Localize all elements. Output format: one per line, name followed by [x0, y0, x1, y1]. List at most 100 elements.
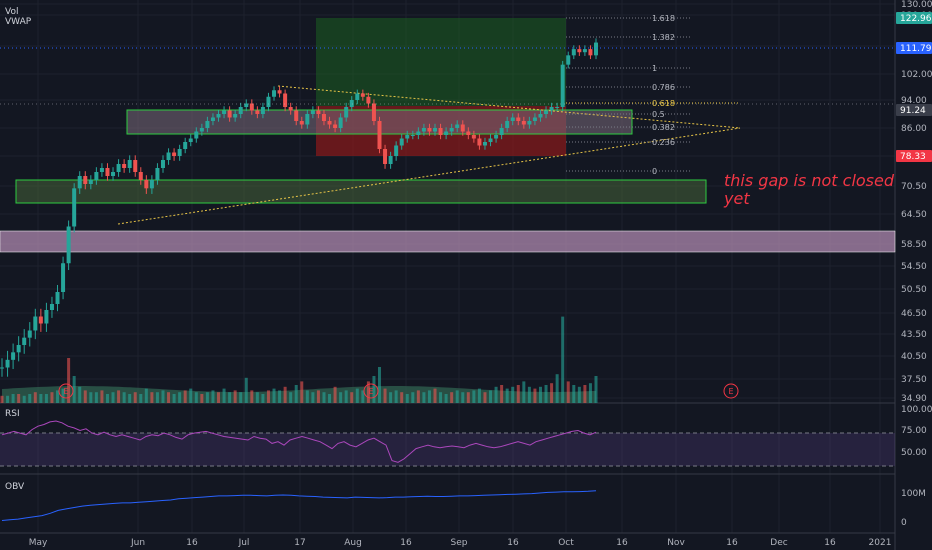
volume-bar [538, 386, 542, 403]
candle-body [260, 107, 265, 114]
triangle-upper-line[interactable] [277, 85, 741, 129]
x-tick-label: 2021 [869, 538, 892, 548]
candle-body [377, 121, 382, 149]
price-badge-label: 78.33 [900, 152, 926, 162]
candle-body [366, 96, 371, 104]
candle-body [316, 110, 321, 114]
x-tick-label: 16 [186, 538, 198, 548]
candle-body [199, 128, 204, 132]
volume-bar [389, 392, 393, 403]
y-tick-label: 130.00 [901, 0, 932, 10]
legend-rsi[interactable]: RSI [5, 409, 20, 419]
candle-body [244, 103, 249, 107]
price-candles[interactable] [0, 38, 598, 377]
earnings-marker[interactable]: E [363, 383, 379, 399]
earnings-marker[interactable]: E [58, 383, 74, 399]
candle-body [444, 131, 449, 135]
fibonacci-retracement[interactable]: 1.618 1.382 1 0.786 0.618 0.5 0.382 0.236 0 [566, 14, 740, 176]
volume-bar [233, 390, 237, 403]
x-tick-label: 16 [507, 538, 519, 548]
candle-body [549, 107, 554, 111]
candle-body [333, 124, 338, 128]
y-tick-label: 86.00 [901, 124, 927, 134]
volume-bar [361, 390, 365, 403]
volume-bar [572, 385, 576, 403]
rsi-axis: 100.00 75.00 50.00 [901, 405, 932, 458]
candle-body [338, 117, 343, 128]
candle-body [410, 135, 415, 136]
legend-vwap[interactable]: VWAP [5, 17, 32, 27]
y-tick-label: 34.90 [901, 394, 927, 404]
volume-bar [122, 392, 126, 403]
candle-body [421, 128, 426, 132]
y-tick-label: 102.00 [901, 70, 932, 80]
volume-bar [316, 390, 320, 403]
candle-body [355, 93, 360, 100]
candle-body [233, 114, 238, 118]
volume-bar [533, 388, 537, 403]
candle-body [266, 96, 271, 107]
triangle-lower-line[interactable] [117, 127, 741, 225]
candle-body [555, 107, 560, 108]
candle-body [560, 64, 565, 107]
candle-body [477, 138, 482, 146]
y-tick-label: 70.50 [901, 182, 927, 192]
candle-body [38, 316, 43, 324]
volume-bar [550, 383, 554, 403]
legend-obv[interactable]: OBV [5, 482, 25, 492]
candle-body [138, 172, 143, 180]
candle-body [222, 110, 227, 114]
candle-body [521, 121, 526, 125]
candle-body [433, 128, 438, 132]
candle-body [577, 49, 582, 53]
earnings-marker[interactable]: E [723, 383, 739, 399]
volume-bar [383, 388, 387, 403]
volume-bar [583, 385, 587, 403]
gap-zone-box[interactable] [15, 179, 707, 204]
candle-body [155, 168, 160, 180]
fib-level-label: 0 [652, 167, 657, 176]
volume-bar [466, 392, 470, 403]
long-position-profit-zone[interactable] [316, 18, 566, 106]
volume-bar [244, 377, 248, 403]
volume-bar [72, 376, 76, 403]
candle-body [349, 100, 354, 107]
candle-body [44, 310, 49, 324]
candle-body [99, 168, 104, 172]
candle-body [210, 117, 215, 121]
volume-bar [67, 358, 71, 403]
volume-bar [450, 392, 454, 403]
volume-bar [405, 394, 409, 403]
candle-body [194, 131, 199, 139]
legend-vol[interactable]: Vol [5, 7, 18, 17]
fib-level-label: 0.786 [652, 83, 675, 92]
candle-body [216, 114, 221, 118]
volume-bar [278, 390, 282, 403]
candle-body [22, 337, 27, 345]
candle-body [327, 121, 332, 125]
price-badges: 122.96 111.79 91.24 78.33 [896, 12, 932, 162]
volume-bar [128, 394, 132, 403]
gap-annotation[interactable]: this gap is not closed yet [724, 171, 895, 208]
candle-body [566, 55, 571, 65]
candle-body [33, 316, 38, 331]
volume-bar [11, 394, 15, 403]
svg-text:E: E [368, 387, 373, 396]
time-axis[interactable]: May Jun 16 Jul 17 Aug 16 Sep 16 Oct 16 Nov 16 Dec 16 20… [29, 538, 892, 548]
candle-body [160, 160, 165, 168]
candle-body [371, 103, 376, 121]
candle-body [172, 152, 177, 156]
volume-bar [255, 392, 259, 403]
volume-bar [294, 385, 298, 403]
x-tick-label: Jun [130, 538, 145, 548]
volume-bar [183, 390, 187, 403]
candle-body [0, 367, 4, 369]
volume-bar [117, 390, 121, 403]
candle-body [594, 42, 598, 56]
volume-bar [489, 390, 493, 403]
candle-body [188, 138, 193, 142]
candle-body [277, 90, 282, 94]
volume-bar [377, 367, 381, 403]
candle-body [471, 135, 476, 139]
lower-gap-zone[interactable] [0, 230, 896, 253]
